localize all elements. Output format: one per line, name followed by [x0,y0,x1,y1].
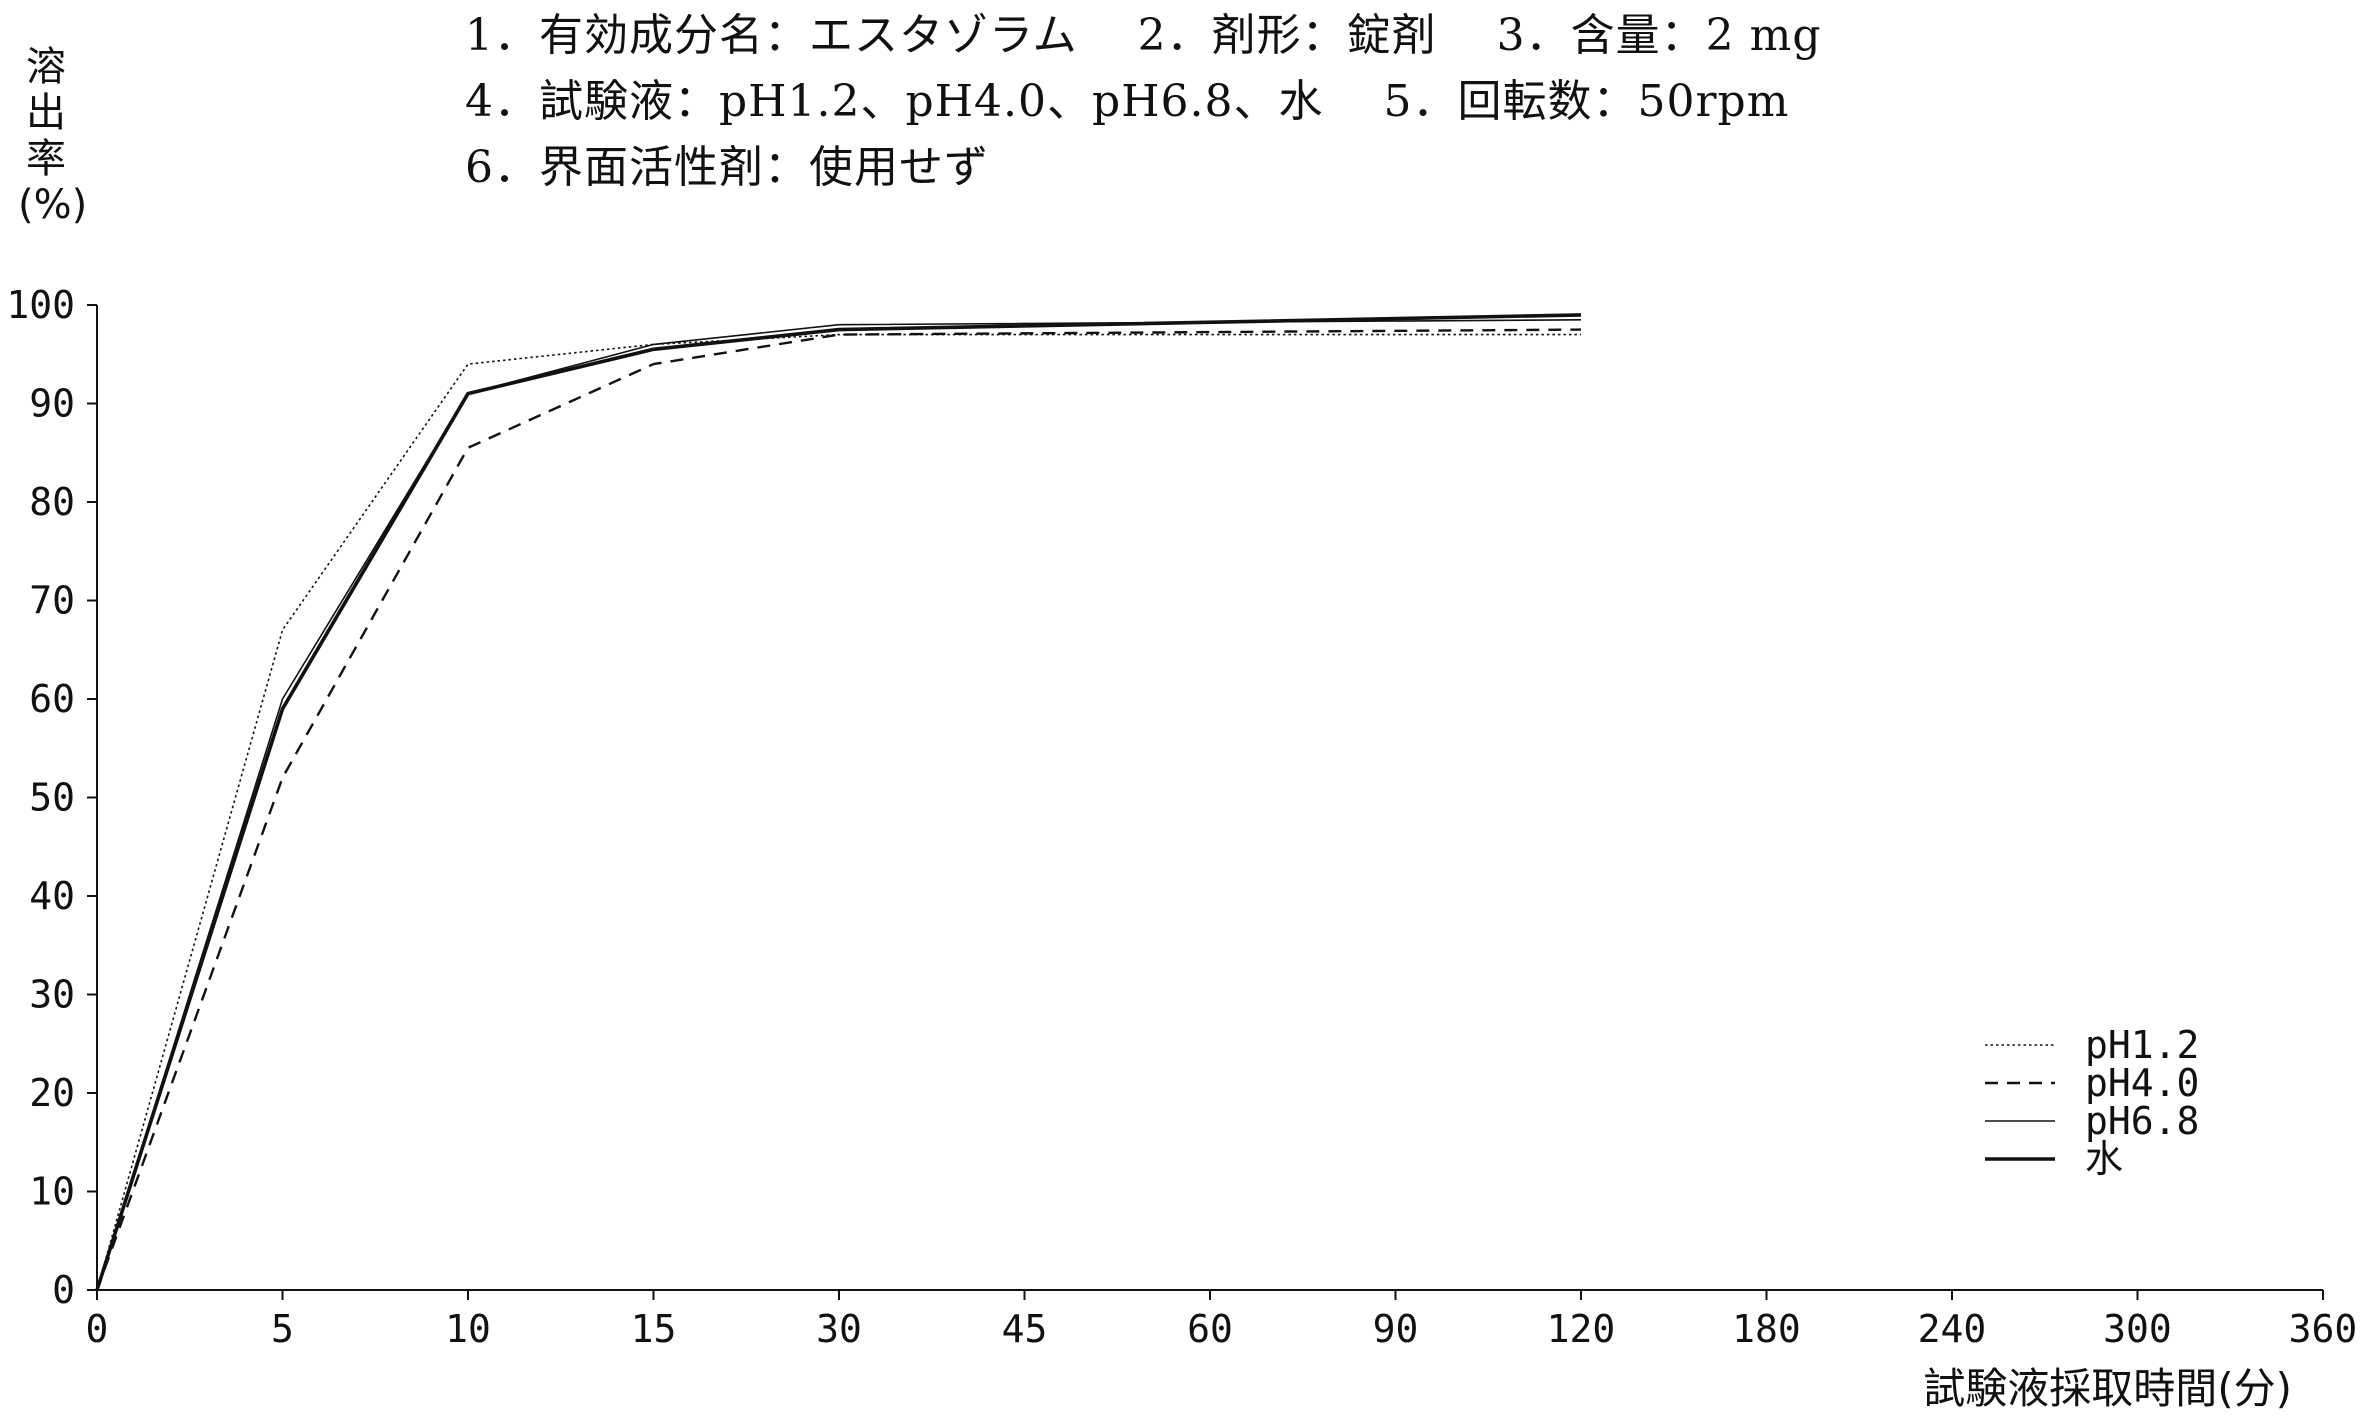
condition-line-2: 4．試験液：pH1.2、pH4.0、pH6.8、水 5．回転数：50rpm [465,76,1790,127]
x-tick-label: 10 [445,1307,491,1351]
x-axis-title: 試験液採取時間(分) [1923,1364,2292,1413]
chart-axes: 0 10 20 30 40 50 60 70 80 90 100 0 5 10 15 30 45 60 90 120 1… [6,283,2357,1351]
legend-label: pH1.2 [2085,1023,2199,1067]
y-tick-label: 60 [29,677,75,721]
x-tick-label: 5 [271,1307,294,1351]
x-tick-label: 300 [2103,1307,2172,1351]
legend-label: 水 [2085,1137,2123,1181]
y-tick-label: 40 [29,874,75,918]
y-axis-title-char: 溶 [26,44,66,90]
y-tick-label: 30 [29,973,75,1017]
series-line-2 [96,319,1582,1291]
series-line-3 [95,313,1582,1291]
y-tick-label: 50 [29,776,75,820]
plot-area [95,313,1582,1291]
x-tick-label: 30 [816,1307,862,1351]
x-tick-label: 60 [1187,1307,1233,1351]
y-tick-label: 20 [29,1071,75,1115]
x-tick-label: 120 [1547,1307,1616,1351]
y-tick-label: 90 [29,382,75,426]
y-tick-label: 100 [6,283,75,327]
x-tick-label: 15 [631,1307,677,1351]
series-line-0 [96,333,1581,1291]
y-axis-title-char: 率 [26,136,66,182]
x-tick-label: 180 [1732,1307,1801,1351]
x-tick-label: 90 [1373,1307,1419,1351]
legend-label: pH6.8 [2085,1099,2199,1143]
x-tick-label: 360 [2289,1307,2358,1351]
legend-label: pH4.0 [2085,1061,2199,1105]
y-tick-label: 0 [52,1268,75,1312]
x-tick-label: 240 [1918,1307,1987,1351]
condition-line-3: 6．界面活性剤：使用せず [465,142,989,193]
y-tick-label: 10 [29,1170,75,1214]
series-line-1 [95,328,1582,1291]
x-tick-label: 0 [86,1307,109,1351]
x-tick-label: 45 [1002,1307,1048,1351]
condition-line-1: 1．有効成分名：エスタゾラム 2．剤形：錠剤 3．含量：2 mg [465,10,1822,61]
y-axis-title-char: 出 [26,90,66,136]
y-tick-label: 70 [29,579,75,623]
y-tick-label: 80 [29,480,75,524]
